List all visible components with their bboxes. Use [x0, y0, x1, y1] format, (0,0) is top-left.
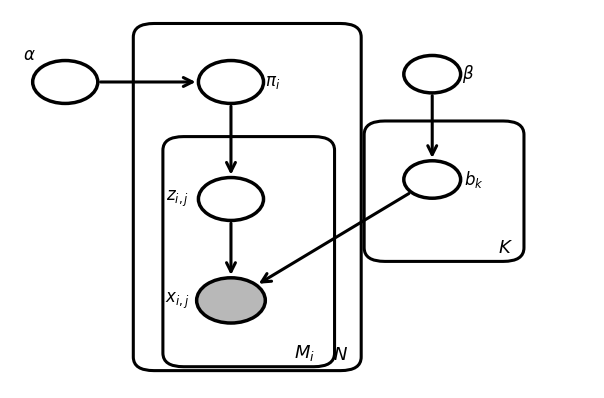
Text: $M_i$: $M_i$: [295, 343, 315, 363]
Text: $x_{i,j}$: $x_{i,j}$: [165, 290, 190, 310]
Text: $\beta$: $\beta$: [461, 63, 474, 85]
Circle shape: [197, 278, 265, 323]
Circle shape: [198, 178, 263, 220]
Text: $\alpha$: $\alpha$: [24, 46, 36, 64]
Text: $\pi_i$: $\pi_i$: [265, 73, 280, 91]
Circle shape: [404, 55, 461, 93]
Circle shape: [404, 161, 461, 198]
Circle shape: [198, 60, 263, 103]
Circle shape: [33, 60, 98, 103]
Text: $b_k$: $b_k$: [464, 169, 483, 190]
Text: $z_{i,j}$: $z_{i,j}$: [166, 189, 189, 209]
Text: N: N: [334, 346, 347, 364]
Text: K: K: [498, 239, 510, 257]
